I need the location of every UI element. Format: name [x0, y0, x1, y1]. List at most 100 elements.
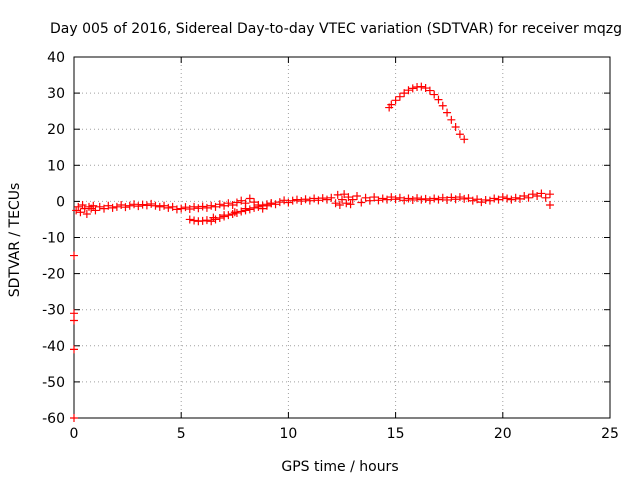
data-point: [177, 204, 186, 213]
data-point: [511, 193, 520, 202]
y-tick-label: 30: [47, 86, 65, 102]
y-tick-label: -20: [42, 267, 65, 283]
data-point: [460, 135, 469, 144]
data-point: [220, 201, 229, 210]
data-point: [413, 194, 422, 203]
data-point: [164, 203, 173, 212]
data-point: [224, 199, 233, 208]
data-point: [342, 199, 351, 208]
data-point: [447, 193, 456, 202]
x-tick-label: 10: [279, 426, 297, 442]
data-point: [121, 203, 130, 212]
data-point: [537, 189, 546, 198]
data-point: [245, 194, 254, 203]
data-point: [335, 201, 344, 210]
data-point: [434, 195, 443, 204]
data-point: [202, 203, 211, 212]
data-point: [507, 195, 516, 204]
data-point: [305, 196, 314, 205]
data-point: [207, 201, 216, 210]
data-point: [301, 195, 310, 204]
data-point: [528, 190, 537, 199]
y-tick-label: 10: [47, 158, 65, 174]
data-point: [353, 191, 362, 200]
data-point: [100, 204, 109, 213]
y-tick-label: 40: [47, 50, 65, 66]
data-point: [245, 205, 254, 214]
data-point: [425, 86, 434, 95]
data-point: [374, 196, 383, 205]
data-point: [430, 90, 439, 99]
data-point: [168, 202, 177, 211]
data-point: [503, 194, 512, 203]
data-point: [211, 202, 220, 211]
chart-title: Day 005 of 2016, Sidereal Day-to-day VTE…: [50, 21, 622, 37]
data-point: [340, 190, 349, 199]
y-tick-label: 20: [47, 122, 65, 138]
data-point: [515, 194, 524, 203]
y-tick-label: -10: [42, 231, 65, 247]
data-point: [395, 92, 404, 101]
tick-labels: 0 5 10 15 20 25 -60 -50 -40 -30 -20 -10 0 10 20 30 40: [42, 50, 619, 442]
data-point: [181, 203, 190, 212]
data-point: [490, 194, 499, 203]
data-point: [417, 82, 426, 91]
data-point: [198, 202, 207, 211]
data-point: [438, 193, 447, 202]
x-tick-label: 15: [387, 426, 405, 442]
x-tick-label: 20: [494, 426, 512, 442]
data-point: [70, 251, 78, 260]
data-point: [365, 196, 374, 205]
data-point: [160, 201, 169, 210]
data-point: [190, 216, 199, 225]
data-point: [443, 108, 452, 117]
grid: [74, 57, 610, 418]
data-point: [112, 202, 121, 211]
y-tick-label: 0: [56, 194, 65, 210]
series-lower-branch: [185, 199, 276, 226]
data-point: [76, 208, 85, 217]
data-point: [545, 201, 554, 210]
data-point: [327, 193, 336, 202]
data-point: [104, 201, 113, 210]
data-point: [185, 215, 194, 224]
data-point: [232, 198, 241, 207]
series-outliers: [70, 251, 78, 422]
data-point: [207, 217, 216, 226]
data-point: [408, 84, 417, 93]
data-point: [89, 201, 98, 210]
data-point: [395, 193, 404, 202]
data-point: [258, 201, 267, 210]
data-point: [130, 200, 139, 209]
data-point: [117, 201, 126, 210]
data-point: [228, 201, 237, 210]
data-point: [357, 198, 366, 207]
data-point: [70, 309, 78, 318]
data-point: [138, 200, 147, 209]
data-point: [421, 194, 430, 203]
data-point: [142, 201, 151, 210]
data-point: [417, 195, 426, 204]
data-point: [348, 195, 357, 204]
data-point: [533, 191, 542, 200]
data-point: [541, 193, 550, 202]
data-point: [524, 193, 533, 202]
y-tick-label: -40: [42, 339, 65, 355]
data-point: [271, 200, 280, 209]
data-point: [82, 210, 91, 219]
data-point: [387, 193, 396, 202]
data-point: [70, 414, 78, 422]
data-point: [370, 193, 379, 202]
data-point: [230, 208, 239, 217]
data-point: [338, 195, 346, 204]
data-point: [378, 194, 387, 203]
data-point: [228, 210, 237, 219]
x-axis-label: GPS time / hours: [281, 459, 398, 475]
data-point: [391, 96, 400, 105]
data-point: [215, 200, 224, 209]
data-point: [498, 193, 507, 202]
data-point: [95, 202, 104, 211]
data-point: [387, 100, 396, 109]
y-tick-label: -30: [42, 303, 65, 319]
data-point: [237, 207, 246, 216]
